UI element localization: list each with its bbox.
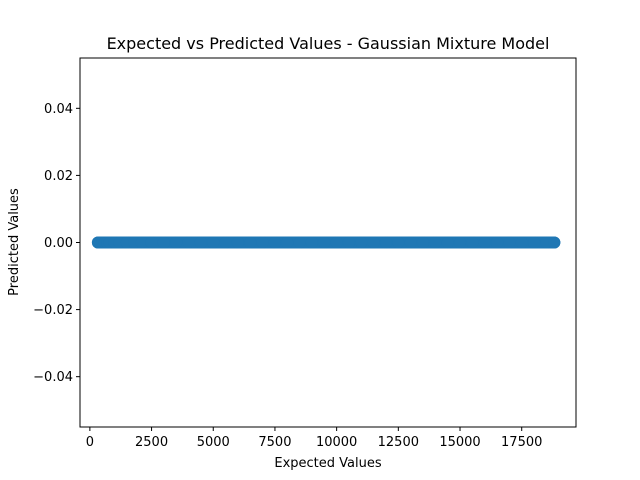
scatter-point <box>342 236 355 249</box>
y-tick-label: 0.02 <box>44 169 73 184</box>
scatter-point <box>244 236 257 249</box>
scatter-point <box>404 236 417 249</box>
scatter-point <box>145 236 158 249</box>
x-axis: 0 2500 5000 7500 10000 12500 15000 17500 <box>86 427 542 450</box>
scatter-point <box>417 236 430 249</box>
y-axis-label: Predicted Values <box>7 188 22 296</box>
x-tick-label: 0 <box>86 435 94 450</box>
chart-title: Expected vs Predicted Values - Gaussian … <box>107 34 550 53</box>
scatter-point <box>355 236 368 249</box>
scatter-point <box>170 236 183 249</box>
scatter-point <box>429 236 442 249</box>
scatter-point <box>528 236 541 249</box>
x-tick-label: 12500 <box>378 435 419 450</box>
y-axis: −0.04 −0.02 0.00 0.02 0.04 <box>33 102 80 385</box>
scatter-point <box>454 236 467 249</box>
x-tick-label: 15000 <box>439 435 480 450</box>
x-tick-label: 17500 <box>501 435 542 450</box>
scatter-point <box>478 236 491 249</box>
scatter-point <box>548 236 561 249</box>
data-marks <box>91 236 561 249</box>
scatter-point <box>182 236 195 249</box>
scatter-point <box>379 236 392 249</box>
x-tick-label: 2500 <box>135 435 168 450</box>
scatter-point <box>293 236 306 249</box>
scatter-point <box>207 236 220 249</box>
y-tick-label: 0.00 <box>44 236 73 251</box>
scatter-point <box>219 236 232 249</box>
scatter-point <box>256 236 269 249</box>
x-tick-label: 5000 <box>197 435 230 450</box>
y-tick-label: −0.02 <box>33 303 73 318</box>
scatter-point <box>392 236 405 249</box>
scatter-point <box>305 236 318 249</box>
scatter-point <box>318 236 331 249</box>
scatter-point <box>441 236 454 249</box>
x-axis-label: Expected Values <box>274 456 381 471</box>
scatter-point <box>135 236 148 249</box>
scatter-point <box>515 236 528 249</box>
y-tick-label: 0.04 <box>44 102 73 117</box>
scatter-point <box>466 236 479 249</box>
scatter-point <box>367 236 380 249</box>
scatter-point <box>281 236 294 249</box>
scatter-point <box>491 236 504 249</box>
scatter-point <box>268 236 281 249</box>
plot-frame <box>79 57 577 428</box>
x-tick-label: 10000 <box>316 435 357 450</box>
scatter-point <box>157 236 170 249</box>
y-tick-label: −0.04 <box>33 370 73 385</box>
scatter-point <box>194 236 207 249</box>
scatter-point <box>231 236 244 249</box>
scatter-point <box>330 236 343 249</box>
scatter-point <box>503 236 516 249</box>
x-tick-label: 7500 <box>258 435 291 450</box>
